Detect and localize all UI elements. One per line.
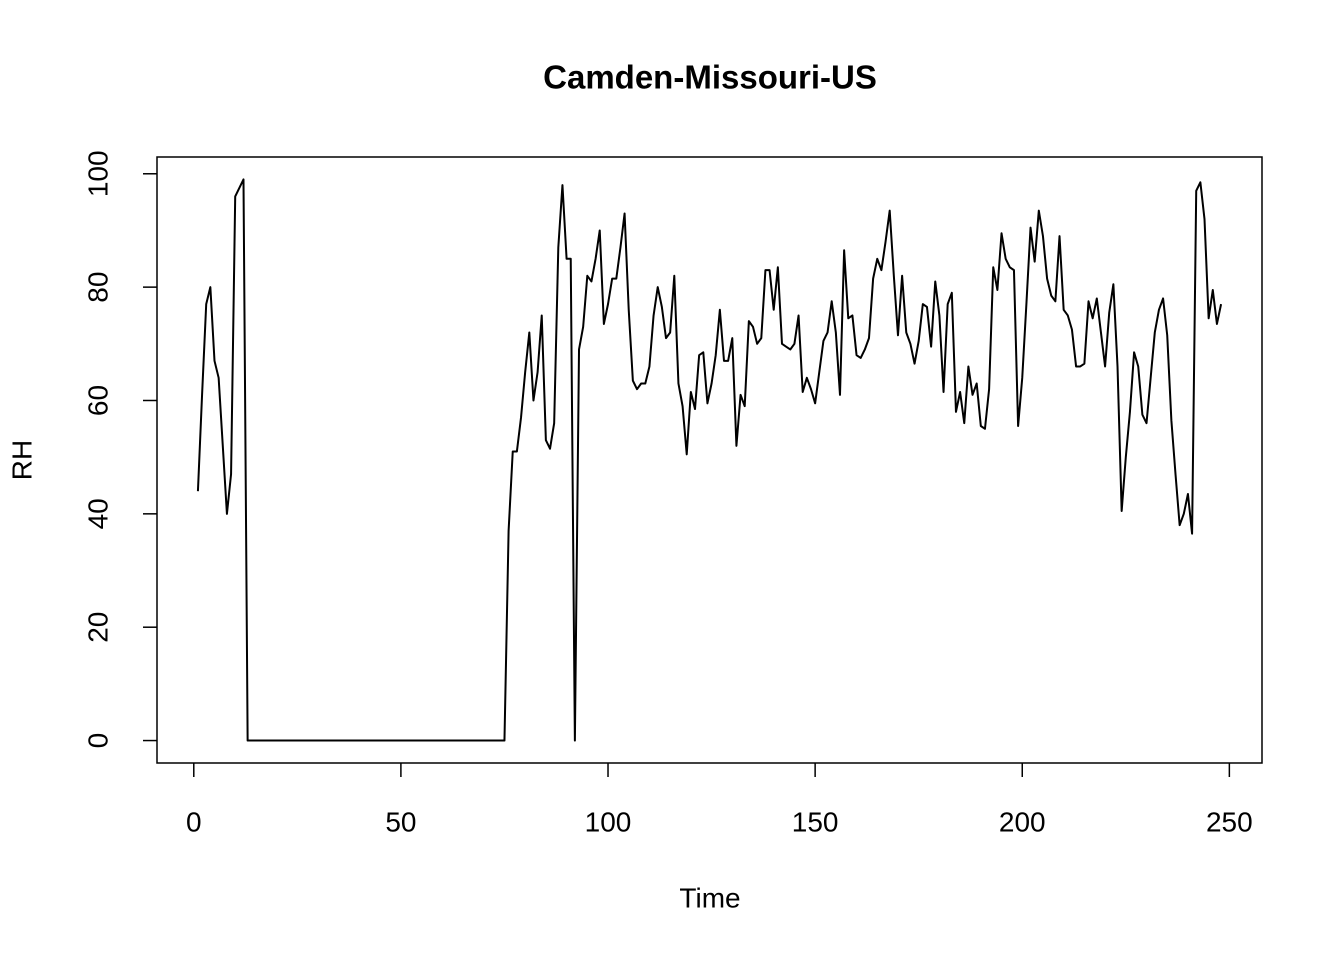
- x-tick-label: 150: [792, 806, 839, 837]
- chart-title: Camden-Missouri-US: [543, 59, 877, 96]
- x-tick-label: 0: [186, 806, 202, 837]
- y-tick-label: 80: [82, 272, 113, 303]
- plot-frame: [156, 156, 1263, 764]
- y-tick-label: 20: [82, 612, 113, 643]
- x-axis-label: Time: [679, 882, 740, 913]
- x-tick-label: 50: [385, 806, 416, 837]
- data-line: [196, 178, 1223, 742]
- x-tick-label: 200: [999, 806, 1046, 837]
- y-tick-label: 40: [82, 498, 113, 529]
- x-tick-label: 100: [585, 806, 632, 837]
- y-tick-label: 0: [82, 733, 113, 749]
- y-axis-label: RH: [6, 440, 37, 480]
- y-tick-label: 100: [82, 150, 113, 197]
- y-tick-label: 60: [82, 385, 113, 416]
- x-tick-label: 250: [1206, 806, 1253, 837]
